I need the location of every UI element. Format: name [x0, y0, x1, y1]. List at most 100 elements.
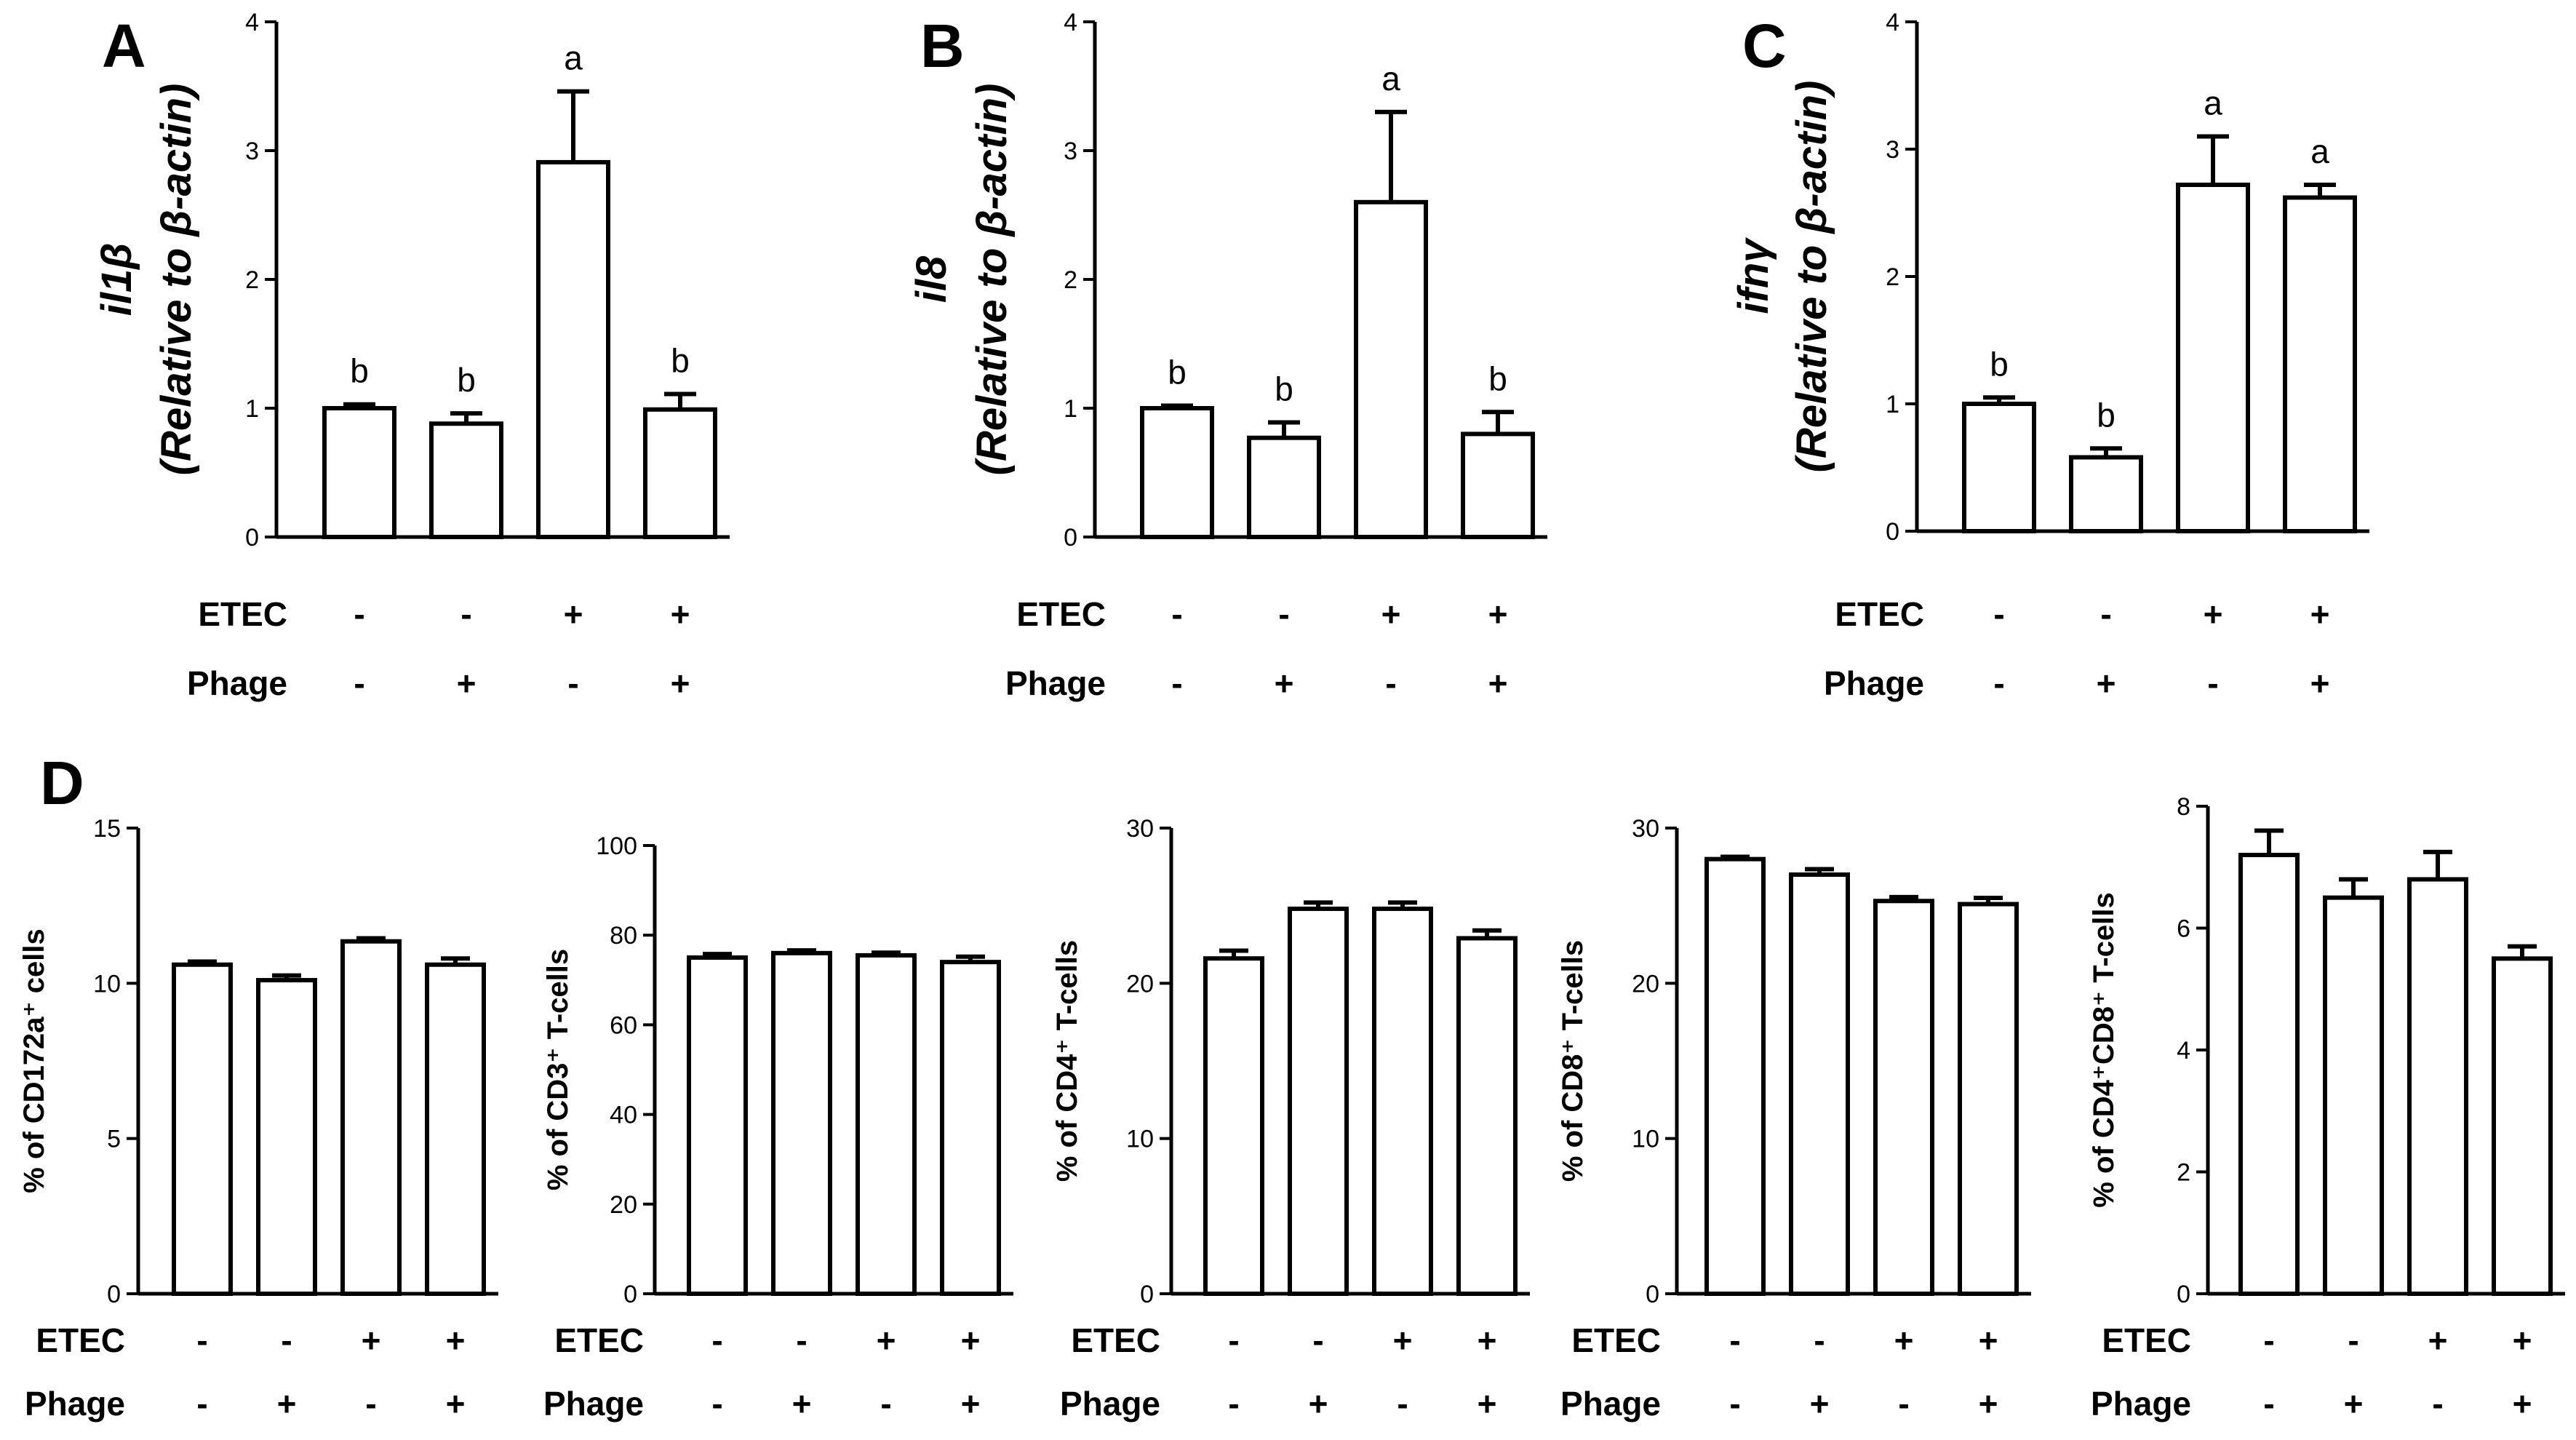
y-tick-label: 0 [2177, 1281, 2190, 1308]
phage-sign: - [1397, 1385, 1408, 1423]
phage-sign: - [1898, 1385, 1909, 1423]
phage-sign: + [1275, 664, 1294, 702]
etec-row-label: ETEC [1571, 1321, 1661, 1359]
bar [256, 978, 317, 1296]
phage-row-label: Phage [1060, 1385, 1160, 1423]
phage-row-label: Phage [1560, 1385, 1661, 1423]
phage-sign: - [1729, 1385, 1740, 1423]
etec-sign: + [2204, 595, 2223, 633]
phage-sign: - [1171, 664, 1182, 702]
etec-sign: + [2310, 595, 2330, 633]
bar [2176, 183, 2250, 533]
y-tick-label: 80 [610, 922, 637, 950]
significance-letter: b [1168, 353, 1187, 391]
y-tick-label: 0 [623, 1281, 637, 1308]
phage-sign: - [2432, 1385, 2443, 1423]
y-tick-label: 40 [610, 1102, 637, 1129]
bar [1247, 435, 1321, 540]
phage-sign: - [354, 664, 364, 702]
bar [1704, 856, 1766, 1296]
y-tick-label: 0 [1064, 524, 1077, 552]
etec-sign: - [2100, 595, 2111, 633]
y-tick-label: 1 [1886, 391, 1899, 418]
y-axis-label: (Relative to β-actin) [968, 84, 1016, 476]
y-tick-label: 4 [1064, 9, 1077, 36]
phage-sign: - [1228, 1385, 1239, 1423]
y-tick-label: 2 [2177, 1159, 2190, 1187]
bar [2492, 956, 2553, 1296]
y-tick-label: 2 [1886, 263, 1899, 291]
etec-sign: + [1381, 595, 1401, 633]
etec-sign: - [1278, 595, 1289, 633]
bar [940, 960, 1001, 1297]
phage-sign: + [1979, 1385, 1998, 1423]
panel-letter: B [920, 12, 965, 80]
phage-sign: + [277, 1385, 297, 1423]
bar [2238, 853, 2300, 1296]
y-axis-label: % of CD4⁺CD8⁺ T-cells [2088, 892, 2120, 1207]
etec-sign: + [1894, 1321, 1914, 1359]
phage-sign: + [1488, 664, 1508, 702]
phage-sign: - [196, 1385, 207, 1423]
y-tick-label: 60 [610, 1011, 637, 1039]
etec-sign: + [1488, 595, 1508, 633]
y-tick-label: 3 [1064, 138, 1077, 165]
bar [425, 962, 486, 1296]
significance-letter: b [1488, 359, 1507, 397]
y-tick-label: 5 [107, 1126, 121, 1153]
phage-sign: - [567, 664, 578, 702]
etec-row-label: ETEC [36, 1321, 125, 1359]
significance-letter: a [1381, 60, 1400, 98]
etec-sign: - [1171, 595, 1182, 633]
phage-sign: + [792, 1385, 812, 1423]
bar [2069, 455, 2143, 533]
y-tick-label: 0 [245, 524, 259, 552]
bar [1461, 431, 1535, 540]
y-tick-label: 2 [1064, 266, 1077, 294]
etec-sign: - [1312, 1321, 1323, 1359]
bar [340, 939, 402, 1296]
significance-letter: b [1275, 370, 1293, 407]
y-tick-label: 6 [2177, 915, 2190, 943]
y-tick-label: 3 [1886, 136, 1899, 164]
y-axis-gene-label: il8 [908, 255, 955, 303]
chart-panel-D2: 0 20 40 60 80 100 % of CD3⁺ T-cells ETEC Phage - -… [542, 832, 1013, 1423]
etec-sign: - [2348, 1321, 2358, 1359]
bar [1789, 872, 1850, 1296]
etec-sign: + [2428, 1321, 2448, 1359]
phage-sign: + [2344, 1385, 2364, 1423]
y-tick-label: 10 [1126, 1126, 1154, 1153]
phage-sign: - [711, 1385, 722, 1423]
significance-letter: b [671, 342, 690, 380]
y-tick-label: 15 [93, 815, 121, 843]
etec-sign: - [1814, 1321, 1825, 1359]
phage-row-label: Phage [25, 1385, 125, 1423]
etec-row-label: ETEC [554, 1321, 644, 1359]
phage-sign: - [365, 1385, 376, 1423]
chart-panel-D1: D 0 5 10 15 % of CD172a⁺ cells ETEC Phage - - + + - +… [18, 749, 498, 1423]
y-tick-label: 2 [245, 266, 259, 294]
bar [1958, 902, 2019, 1296]
etec-row-label: ETEC [1835, 595, 1924, 633]
etec-sign: - [354, 595, 364, 633]
bar [2323, 895, 2384, 1296]
bar [1140, 406, 1214, 539]
phage-sign: - [2263, 1385, 2274, 1423]
y-tick-label: 1 [245, 395, 259, 423]
bar [687, 955, 748, 1296]
chart-panel-A: A 0 1 2 3 4 b b a b il1β (Relative to β-actin) ETEC P… [93, 9, 730, 702]
y-tick-label: 4 [245, 9, 259, 36]
y-tick-label: 4 [2177, 1037, 2190, 1065]
phage-sign: - [1385, 664, 1396, 702]
etec-sign: + [1478, 1321, 1497, 1359]
y-axis-gene-label: ifnγ [1730, 237, 1777, 314]
bar [2283, 195, 2357, 533]
phage-sign: + [457, 664, 476, 702]
etec-sign: - [2263, 1321, 2274, 1359]
bar [1354, 199, 1428, 539]
y-tick-label: 0 [1140, 1281, 1154, 1308]
etec-sign: - [711, 1321, 722, 1359]
chart-panel-D3: 0 10 20 30 % of CD4⁺ T-cells ETEC Phage - - + + - + -… [1051, 815, 1530, 1423]
